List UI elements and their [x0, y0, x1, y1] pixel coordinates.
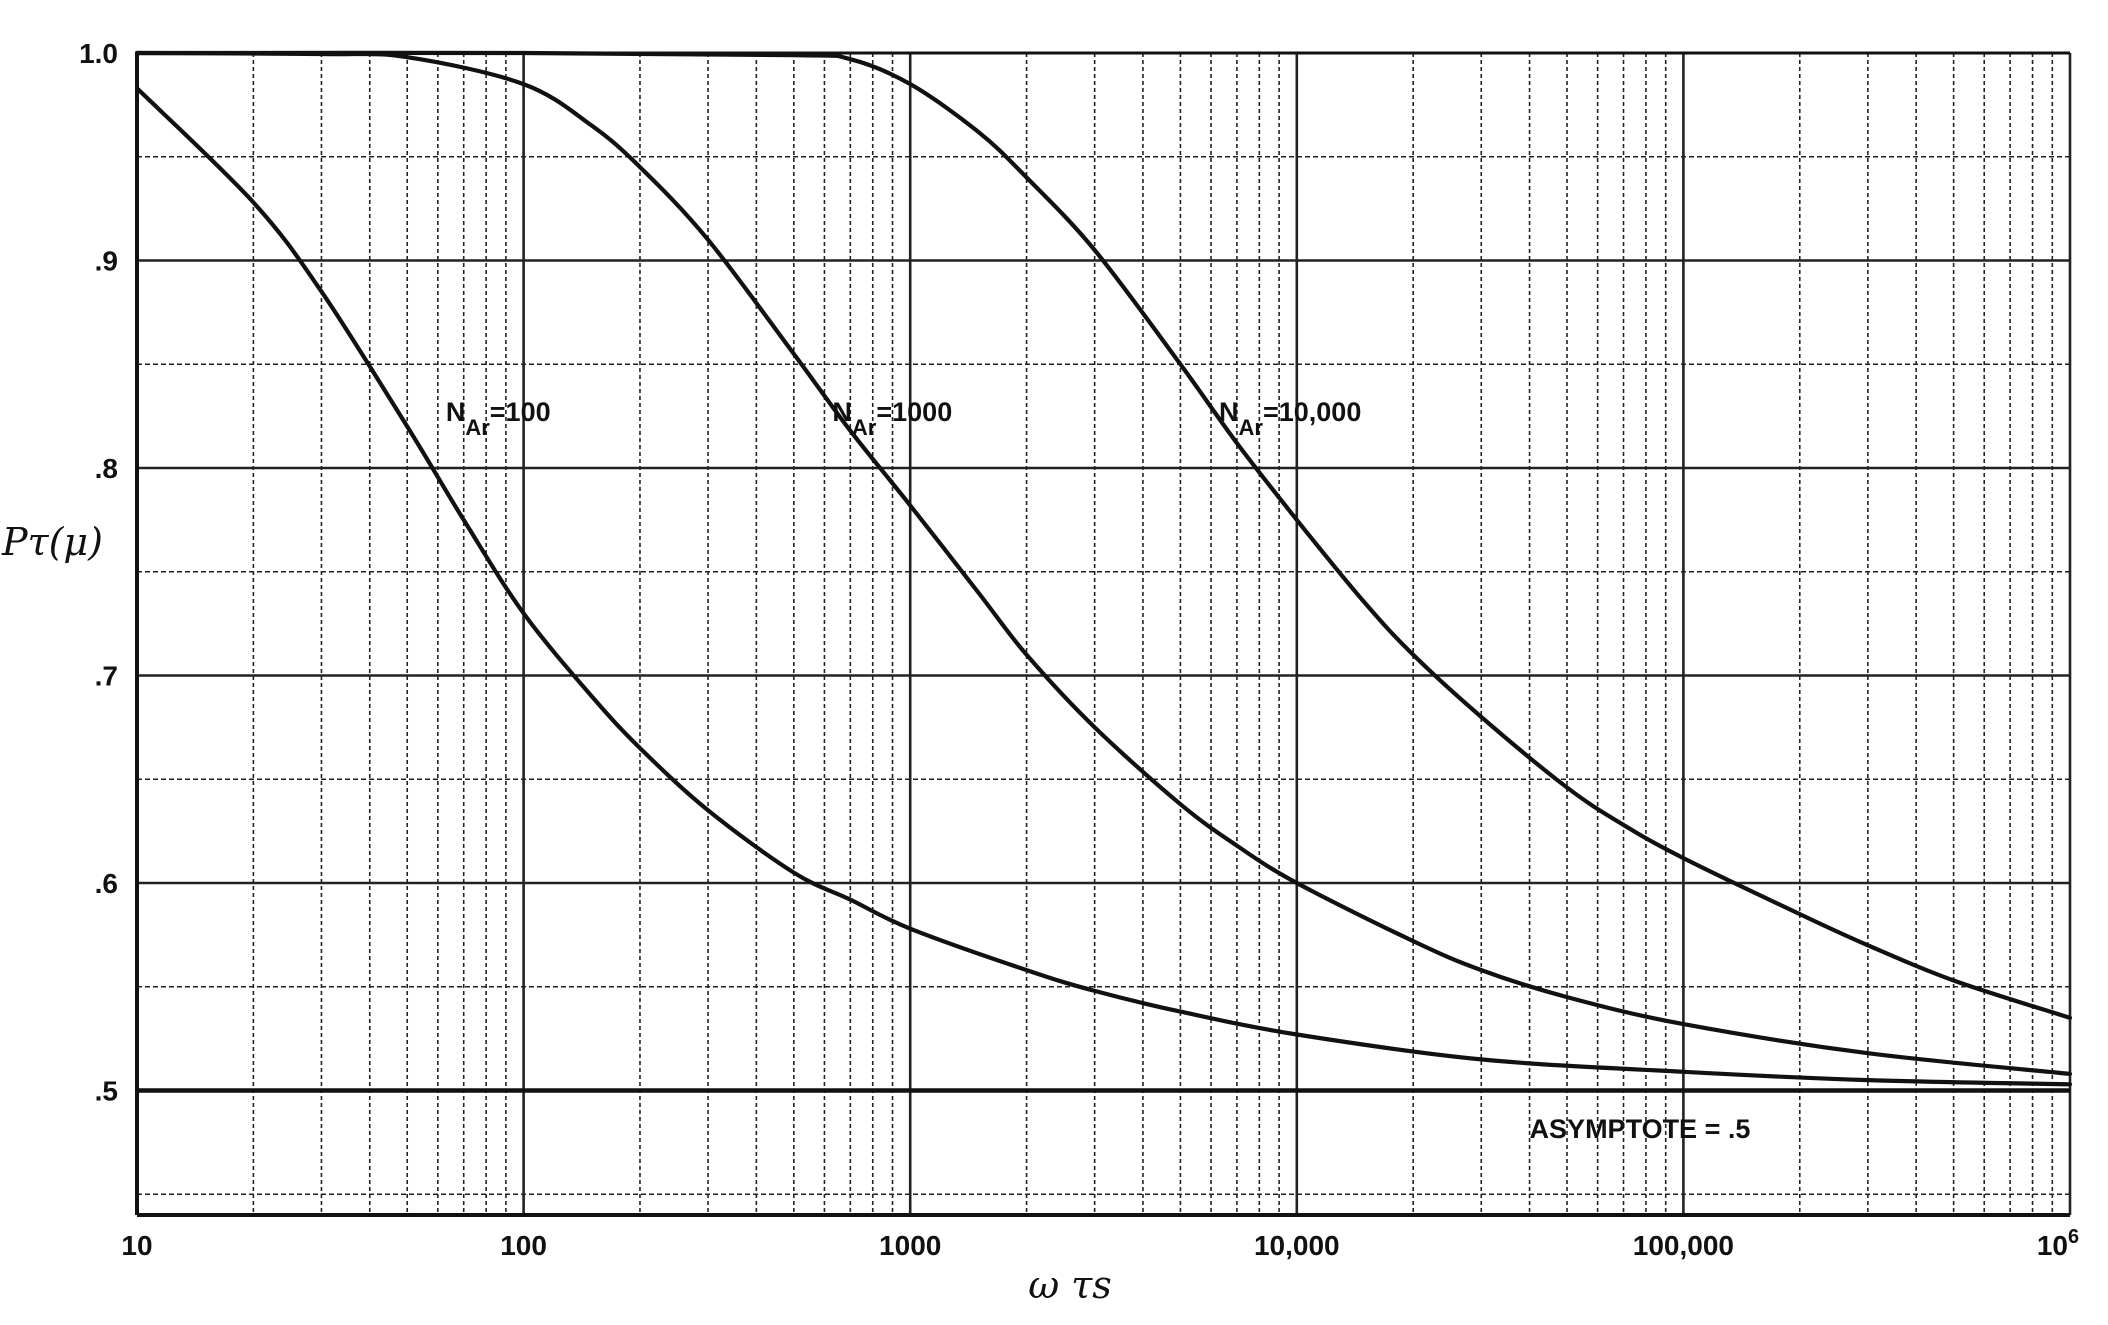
y-tick-label: .5: [95, 1076, 118, 1107]
x-tick-label: 100,000: [1633, 1230, 1734, 1261]
x-tick-label: 106: [2037, 1226, 2079, 1261]
y-tick-label: .9: [95, 246, 118, 277]
series-label-3: NAr=10,000: [1219, 397, 1361, 440]
series-label-text: NAr=10,000: [1219, 397, 1361, 440]
series-label-1: NAr=100: [446, 397, 551, 440]
asymptote-label: ASYMPTOTE = .5: [1530, 1114, 1751, 1144]
x-tick-label: 100: [500, 1230, 547, 1261]
y-axis-label: Pτ(μ): [1, 520, 103, 564]
curves: [134, 50, 2073, 1087]
y-tick-label: .6: [95, 868, 118, 899]
series-line-2: [134, 50, 2073, 1076]
x-tick-label: 10: [121, 1230, 152, 1261]
y-tick-label: 1.0: [79, 38, 118, 69]
y-tick-label: .7: [95, 661, 118, 692]
y-tick-label: .8: [95, 453, 118, 484]
tick-labels: 1.0 .9 .8 .7 .6 .5 10 100 1000 10,000 100,000 106: [79, 38, 2079, 1261]
x-axis-label: ω τs: [1028, 1263, 1112, 1307]
series-label-text: NAr=100: [446, 397, 551, 440]
x-tick-label: 10,000: [1254, 1230, 1340, 1261]
series-line-1: [134, 86, 2073, 1087]
series-line-3: [134, 50, 2073, 1020]
x-tick-label: 1000: [879, 1230, 941, 1261]
